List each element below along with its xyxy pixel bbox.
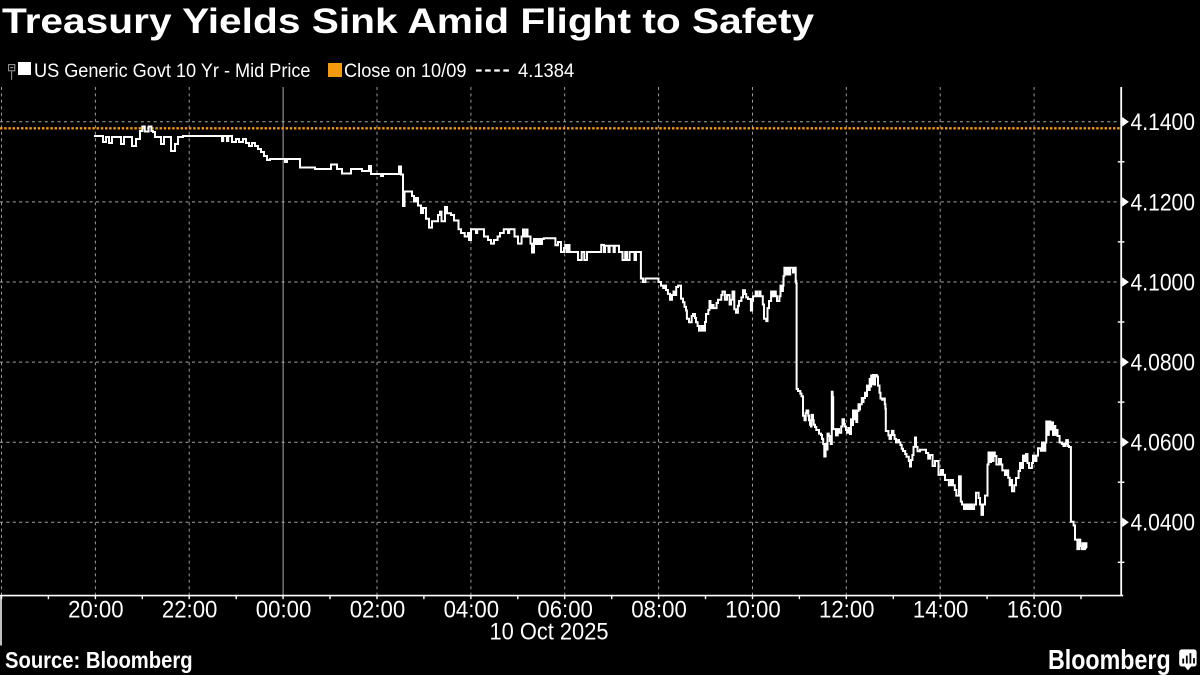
svg-text:22:00: 22:00	[162, 596, 218, 623]
svg-text:4.0400: 4.0400	[1131, 510, 1196, 537]
svg-text:04:00: 04:00	[444, 596, 500, 623]
svg-text:14:00: 14:00	[913, 596, 969, 623]
svg-text:06:00: 06:00	[537, 596, 593, 623]
svg-text:4.1200: 4.1200	[1131, 189, 1196, 216]
svg-text:10:00: 10:00	[725, 596, 781, 623]
svg-text:4.1400: 4.1400	[1131, 109, 1196, 136]
svg-text:4.0800: 4.0800	[1131, 350, 1196, 377]
svg-text:10 Oct 2025: 10 Oct 2025	[490, 619, 609, 646]
svg-text:00:00: 00:00	[256, 596, 311, 623]
svg-text:4.0600: 4.0600	[1131, 430, 1196, 457]
svg-text:02:00: 02:00	[350, 596, 406, 623]
svg-text:4.1000: 4.1000	[1131, 269, 1196, 296]
svg-text:12:00: 12:00	[819, 596, 875, 623]
svg-text:16:00: 16:00	[1007, 596, 1063, 623]
svg-text:08:00: 08:00	[631, 596, 687, 623]
svg-text:20:00: 20:00	[68, 596, 124, 623]
